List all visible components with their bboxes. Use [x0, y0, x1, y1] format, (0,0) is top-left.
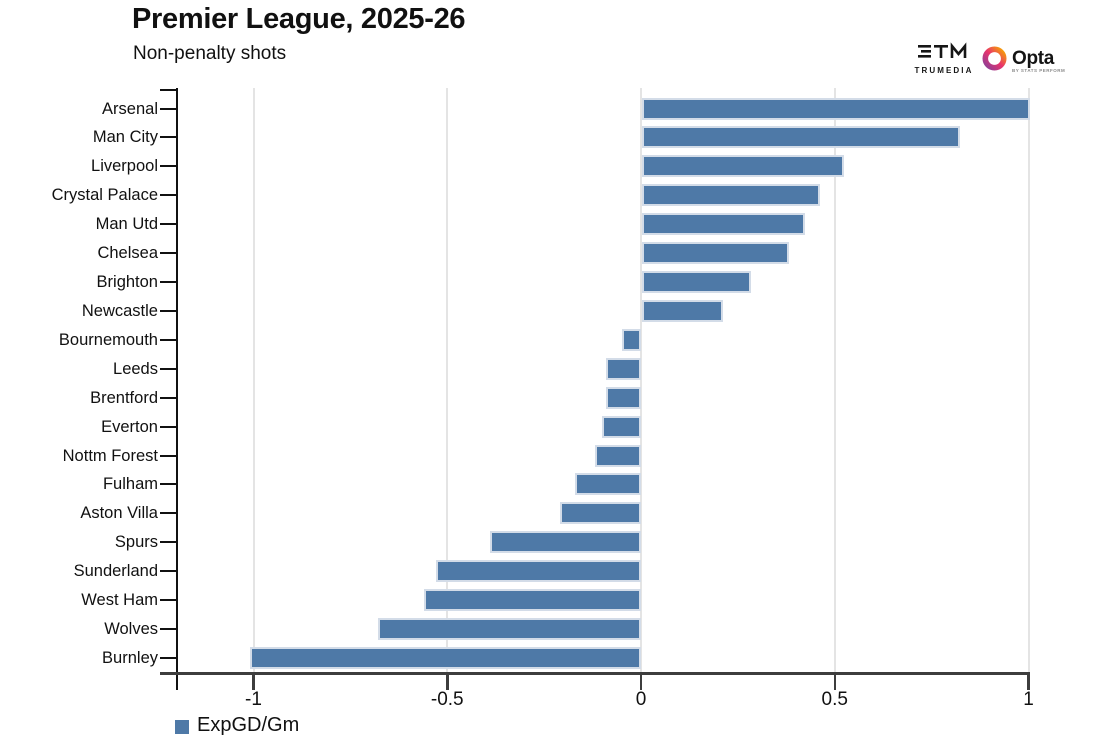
y-tick-everton [160, 425, 176, 428]
y-label-man-city: Man City [92, 128, 158, 147]
bar-leeds [606, 357, 641, 380]
y-label-nottm-forest: Nottm Forest [62, 446, 158, 465]
y-tick-bournemouth [160, 338, 176, 341]
bar-burnley [249, 646, 641, 669]
y-label-burnley: Burnley [102, 648, 158, 667]
y-label-west-ham: West Ham [81, 591, 158, 610]
bar-spurs [489, 531, 641, 554]
y-tick-spurs [160, 541, 176, 544]
y-tick-wolves [160, 628, 176, 631]
y-label-spurs: Spurs [114, 533, 158, 552]
y-tick-newcastle [160, 309, 176, 312]
bar-man-city [642, 126, 960, 149]
y-tick-fulham [160, 483, 176, 486]
y-axis [175, 88, 178, 690]
opta-logo: Opta BY STATS PERFORM [981, 45, 1065, 77]
x-tick--1 [252, 671, 255, 690]
opta-sublabel: BY STATS PERFORM [1012, 67, 1066, 73]
bar-nottm-forest [594, 444, 641, 467]
y-label-liverpool: Liverpool [91, 157, 158, 176]
y-tick-nottm-forest [160, 454, 176, 457]
y-tick-west-ham [160, 599, 176, 602]
bar-brighton [642, 271, 751, 294]
bar-chelsea [642, 242, 790, 265]
y-tick-brighton [160, 281, 176, 284]
gridline--0.5 [446, 88, 449, 673]
y-tick-leeds [160, 367, 176, 370]
x-tick-label--1: -1 [245, 689, 262, 710]
y-label-brentford: Brentford [90, 388, 158, 407]
opta-ring-icon [981, 45, 1008, 77]
bar-liverpool [642, 155, 844, 178]
y-label-brighton: Brighton [96, 273, 158, 292]
chart-subtitle: Non-penalty shots [133, 43, 287, 64]
y-label-everton: Everton [101, 417, 158, 436]
chart-title: Premier League, 2025-26 [132, 3, 466, 35]
x-tick-label--0.5: -0.5 [430, 689, 464, 710]
y-label-crystal-palace: Crystal Palace [51, 186, 158, 205]
bar-bournemouth [621, 328, 641, 351]
bar-sunderland [435, 560, 641, 583]
y-label-wolves: Wolves [104, 620, 158, 639]
y-label-leeds: Leeds [113, 359, 158, 378]
y-tick-burnley [160, 656, 176, 659]
gridline-1 [1027, 88, 1030, 673]
bar-brentford [606, 386, 641, 409]
x-tick-label-0.5: 0.5 [821, 689, 848, 710]
y-label-sunderland: Sunderland [73, 562, 158, 581]
gridline--1 [252, 88, 255, 673]
legend: ExpGD/Gm [175, 714, 299, 737]
legend-label: ExpGD/Gm [197, 714, 300, 736]
y-tick-man-utd [160, 223, 176, 226]
x-tick-0.5 [833, 671, 836, 690]
y-tick-sunderland [160, 570, 176, 573]
gridline-0.5 [833, 88, 836, 673]
x-tick-1 [1027, 671, 1030, 690]
y-label-bournemouth: Bournemouth [58, 330, 158, 349]
bar-man-utd [642, 213, 805, 236]
bar-crystal-palace [642, 184, 821, 207]
gridline-0 [640, 88, 642, 673]
x-tick-0 [639, 671, 643, 690]
y-tick-brentford [160, 396, 176, 399]
y-tick-liverpool [160, 165, 176, 168]
bar-fulham [575, 473, 641, 496]
y-label-chelsea: Chelsea [97, 244, 158, 263]
legend-swatch [175, 719, 189, 734]
y-tick-aston-villa [160, 512, 176, 515]
x-tick-label-1: 1 [1023, 689, 1034, 710]
trumedia-logo: TRUMEDIA [906, 42, 982, 75]
y-label-newcastle: Newcastle [81, 301, 158, 320]
y-tick-arsenal [160, 107, 176, 110]
y-label-fulham: Fulham [102, 475, 158, 494]
y-label-aston-villa: Aston Villa [80, 504, 158, 523]
y-tick-crystal-palace [160, 194, 176, 197]
bar-arsenal [642, 97, 1030, 120]
bar-newcastle [642, 299, 724, 322]
bar-aston-villa [559, 502, 641, 525]
bar-everton [602, 415, 641, 438]
y-tick-chelsea [160, 252, 176, 255]
x-axis [160, 671, 1029, 675]
bar-wolves [377, 618, 641, 641]
opta-wordmark: Opta [1012, 47, 1055, 69]
y-label-man-utd: Man Utd [95, 215, 158, 234]
y-label-arsenal: Arsenal [102, 99, 158, 118]
x-tick-label-0: 0 [635, 689, 647, 710]
x-tick--0.5 [446, 671, 449, 690]
trumedia-icon [918, 42, 970, 64]
bar-west-ham [424, 589, 641, 612]
trumedia-wordmark: TRUMEDIA [914, 66, 974, 75]
y-axis-top-cap [160, 89, 176, 91]
y-tick-man-city [160, 136, 176, 139]
